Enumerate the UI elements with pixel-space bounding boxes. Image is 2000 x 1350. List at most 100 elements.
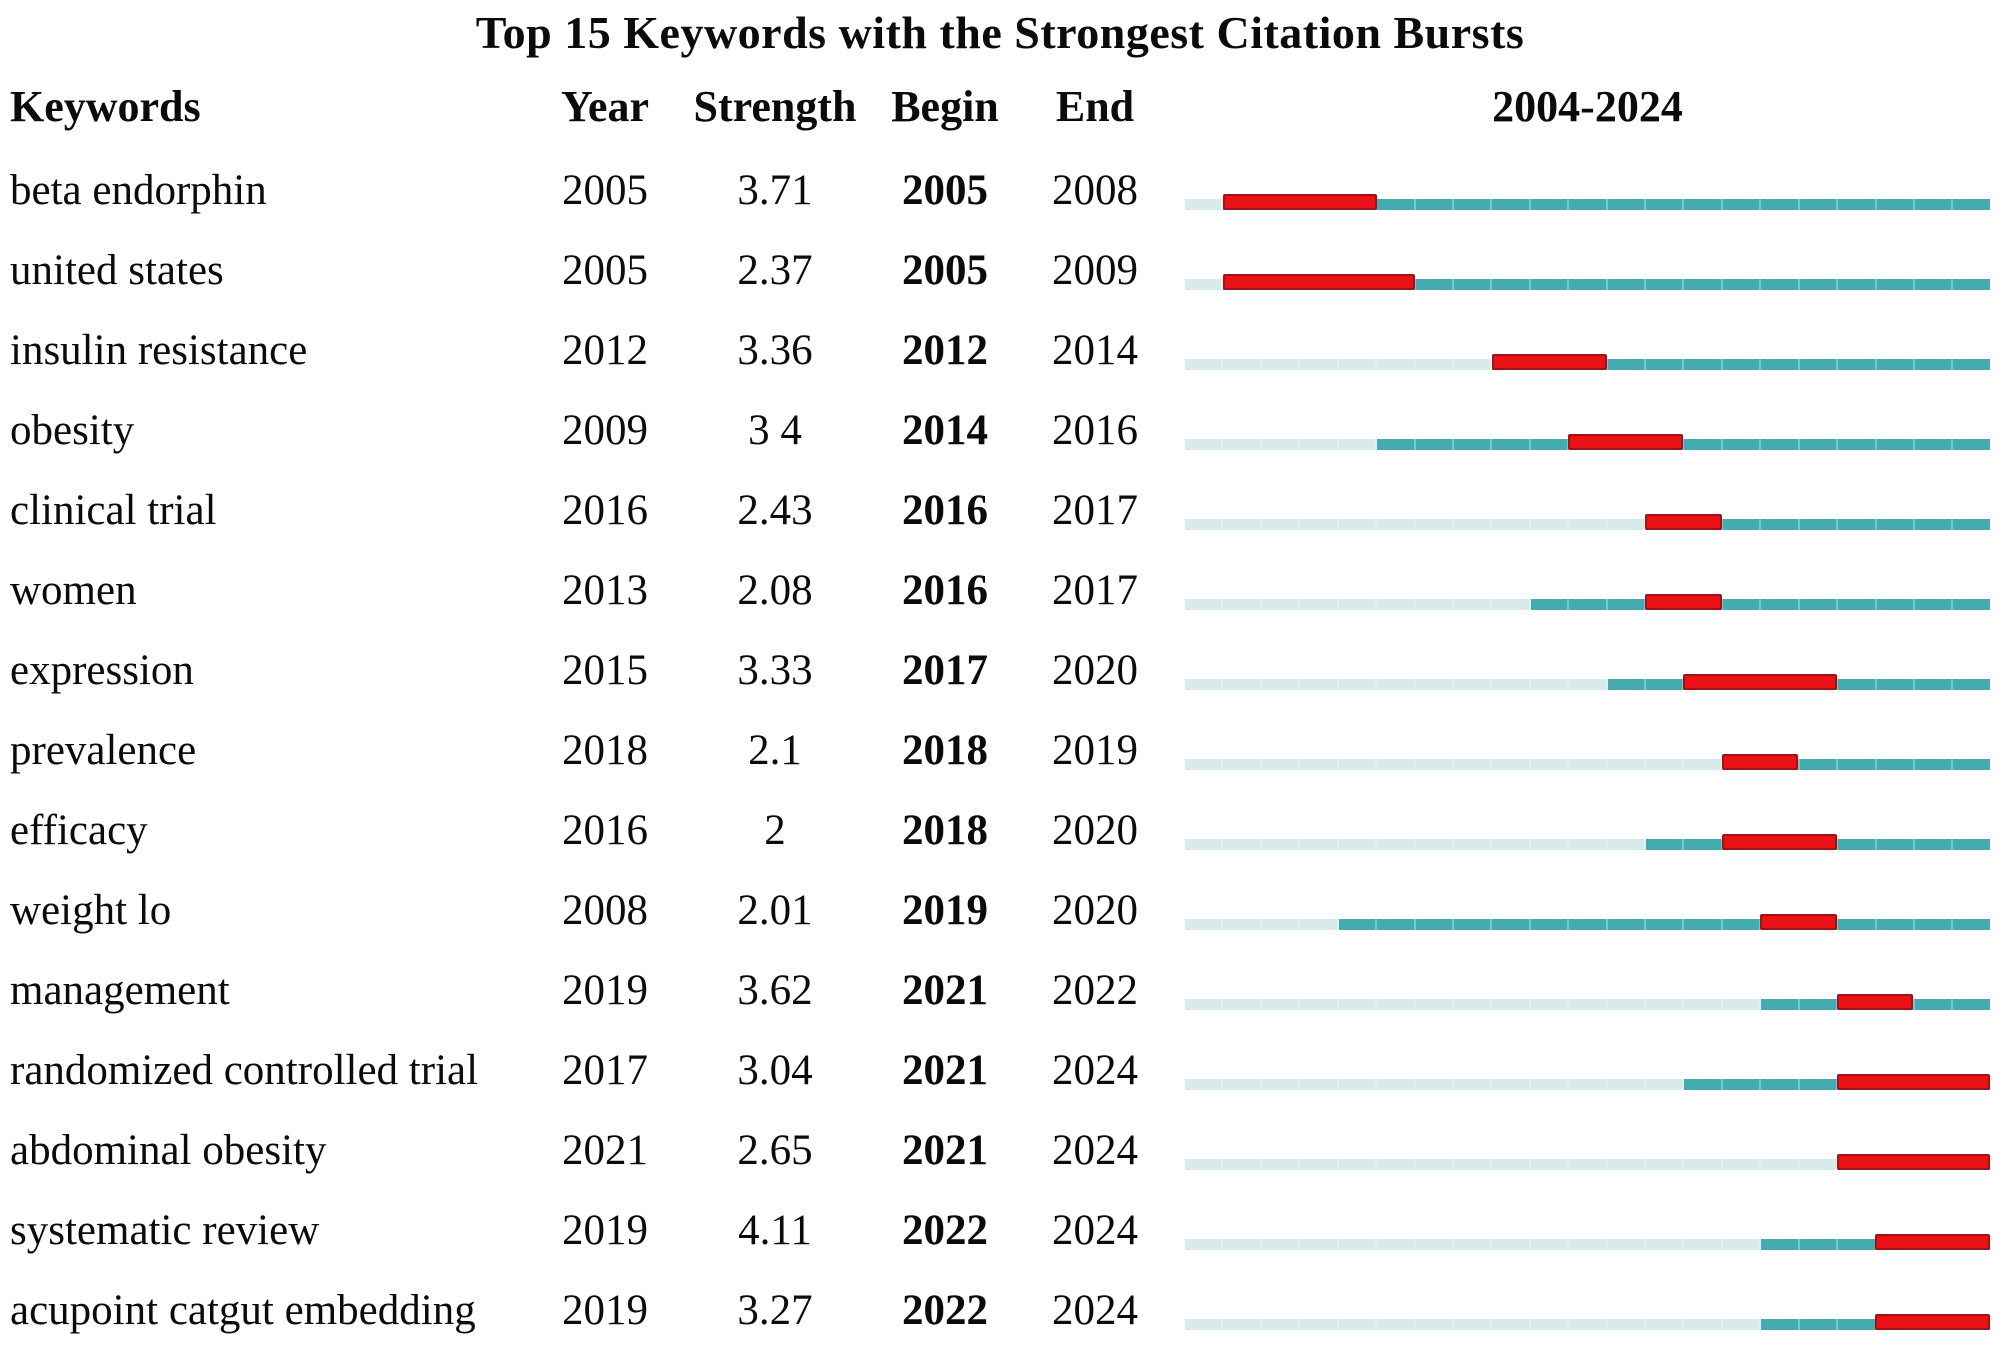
year-segment <box>1684 1238 1723 1250</box>
timeline-bar <box>1185 1073 1990 1090</box>
year-segment <box>1415 438 1454 450</box>
year-segment <box>1722 518 1762 530</box>
year-cell: 2009 <box>562 406 648 454</box>
year-segment <box>1377 358 1416 370</box>
year-segment <box>1261 358 1301 370</box>
year-segment <box>1646 358 1685 370</box>
col-header-year: Year <box>561 81 649 131</box>
year-segment <box>1223 918 1262 930</box>
begin-cell: 2022 <box>902 1286 988 1334</box>
year-segment <box>1415 598 1454 610</box>
year-segment <box>1530 838 1570 850</box>
year-segment <box>1646 1078 1685 1090</box>
year-segment <box>1799 518 1839 530</box>
year-segment <box>1799 198 1839 210</box>
year-segment <box>1223 1318 1262 1330</box>
strength-cell: 2.43 <box>737 486 813 534</box>
year-segment <box>1530 1318 1570 1330</box>
burst-bar <box>1836 1153 1990 1170</box>
year-segment <box>1684 358 1723 370</box>
burst-bar <box>1491 353 1607 370</box>
keyword-cell: efficacy <box>10 806 148 854</box>
year-segment <box>1915 678 1954 690</box>
col-header-keywords: Keywords <box>10 81 201 131</box>
chart-title: Top 15 Keywords with the Strongest Citat… <box>475 7 1525 58</box>
timeline-cell <box>1185 1225 2000 1250</box>
year-segment <box>1223 1078 1262 1090</box>
year-segment <box>1915 358 1954 370</box>
year-segment <box>1838 758 1877 770</box>
table-row: randomized controlled trial 2017 3.04 20… <box>0 1030 2000 1110</box>
year-segment <box>1761 278 1800 290</box>
strength-cell: 3 4 <box>748 406 802 454</box>
year-segment <box>1300 518 1339 530</box>
begin-cell: 2021 <box>902 1046 988 1094</box>
year-segment <box>1953 278 1990 290</box>
year-segment <box>1876 678 1916 690</box>
burst-bar <box>1836 993 1914 1010</box>
year-segment <box>1453 358 1493 370</box>
year-segment <box>1300 758 1339 770</box>
year-segment <box>1722 1318 1762 1330</box>
table-row: weight lo 2008 2.01 2019 2020 <box>0 870 2000 950</box>
year-segment <box>1799 1078 1839 1090</box>
year-segment <box>1722 358 1762 370</box>
year-segment <box>1300 598 1339 610</box>
year-segment <box>1338 598 1378 610</box>
table-row: clinical trial 2016 2.43 2016 2017 <box>0 470 2000 550</box>
year-segment <box>1915 998 1954 1010</box>
year-segment <box>1838 918 1877 930</box>
year-segment <box>1530 678 1570 690</box>
keyword-cell: acupoint catgut embedding <box>10 1286 476 1334</box>
timeline-bar <box>1185 1313 1990 1330</box>
end-cell: 2008 <box>1052 166 1138 214</box>
year-segment <box>1415 518 1454 530</box>
keyword-cell: abdominal obesity <box>10 1126 327 1174</box>
year-segment <box>1453 598 1493 610</box>
year-segment <box>1300 678 1339 690</box>
year-segment <box>1338 918 1378 930</box>
year-segment <box>1915 758 1954 770</box>
year-segment <box>1338 678 1378 690</box>
year-segment <box>1722 1238 1762 1250</box>
end-cell: 2017 <box>1052 486 1138 534</box>
year-segment <box>1377 1238 1416 1250</box>
timeline-cell <box>1185 425 2000 450</box>
year-segment <box>1261 1318 1301 1330</box>
year-segment <box>1646 198 1685 210</box>
year-segment <box>1569 518 1608 530</box>
year-segment <box>1761 1078 1800 1090</box>
burst-bar <box>1223 193 1377 210</box>
year-segment <box>1607 518 1647 530</box>
year-segment <box>1492 758 1531 770</box>
burst-bar <box>1223 273 1415 290</box>
timeline-bar <box>1185 993 1990 1010</box>
year-segment <box>1569 278 1608 290</box>
year-cell: 2005 <box>562 166 648 214</box>
begin-cell: 2022 <box>902 1206 988 1254</box>
year-segment <box>1338 1318 1378 1330</box>
year-segment <box>1223 1238 1262 1250</box>
year-segment <box>1223 998 1262 1010</box>
table-row: prevalence 2018 2.1 2018 2019 <box>0 710 2000 790</box>
year-segment <box>1377 1158 1416 1170</box>
year-segment <box>1492 1238 1531 1250</box>
strength-cell: 4.11 <box>738 1206 812 1254</box>
begin-cell: 2014 <box>902 406 988 454</box>
strength-cell: 2.37 <box>737 246 813 294</box>
year-segment <box>1838 518 1877 530</box>
burst-bar <box>1568 433 1684 450</box>
year-segment <box>1185 678 1224 690</box>
timeline-bar <box>1185 913 1990 930</box>
year-segment <box>1530 918 1570 930</box>
year-segment <box>1722 1078 1762 1090</box>
end-cell: 2020 <box>1052 806 1138 854</box>
timeline-bar <box>1185 1233 1990 1250</box>
keyword-cell: clinical trial <box>10 486 217 534</box>
year-segment <box>1377 598 1416 610</box>
year-cell: 2019 <box>562 1206 648 1254</box>
year-segment <box>1453 438 1493 450</box>
year-segment <box>1953 198 1990 210</box>
strength-cell: 2.08 <box>737 566 813 614</box>
begin-cell: 2017 <box>902 646 988 694</box>
